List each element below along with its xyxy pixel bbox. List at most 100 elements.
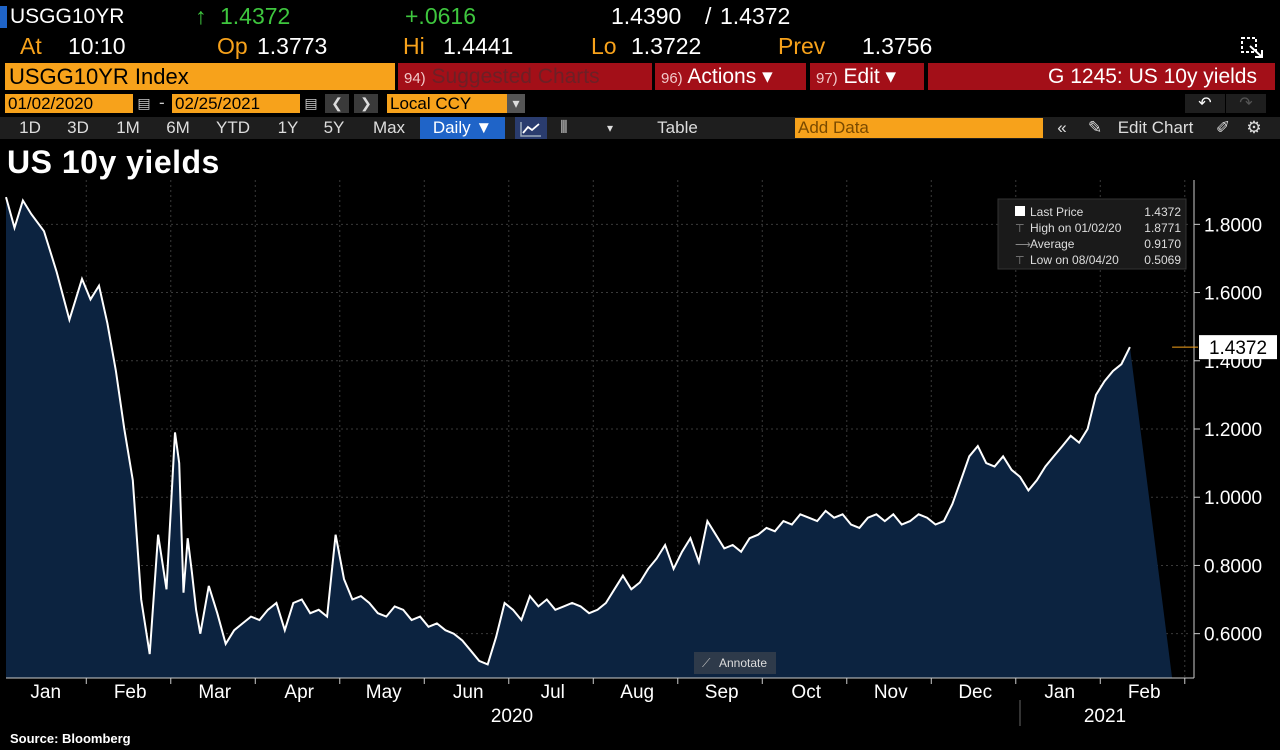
legend-value: 0.9170	[1144, 237, 1181, 251]
bid-price: 1.4390	[611, 3, 682, 29]
range-6m[interactable]: 6M	[166, 118, 190, 137]
legend-label: Average	[1030, 237, 1075, 251]
range-1m[interactable]: 1M	[116, 118, 140, 137]
x-month-label: Jul	[541, 682, 565, 703]
legend-marker: ⊤	[1015, 255, 1025, 267]
y-tick-label: 1.0000	[1204, 488, 1262, 509]
suggested-charts-button[interactable]: 94) Suggested Charts	[398, 63, 652, 90]
prev-label: Prev	[778, 33, 826, 59]
edit-chart-button[interactable]: Edit Chart	[1117, 118, 1194, 137]
date-range-dash: -	[159, 93, 165, 112]
y-tick-label: 1.6000	[1204, 284, 1262, 305]
x-month-label: Jun	[453, 682, 484, 703]
high-value: 1.4441	[443, 33, 514, 59]
prev-value: 1.3756	[862, 33, 933, 59]
range-1y[interactable]: 1Y	[277, 118, 299, 137]
chart-id-title: G 1245: US 10y yields	[928, 63, 1275, 90]
undo-icon[interactable]: ↶	[1185, 94, 1225, 113]
end-date-field[interactable]: 02/25/2021	[172, 94, 300, 113]
suggested-charts-number: 94)	[404, 70, 426, 87]
collapse-icon[interactable]: «	[1057, 118, 1067, 137]
up-arrow-icon: ↑	[195, 3, 207, 29]
edit-button[interactable]: 97) Edit ▾	[810, 63, 924, 90]
scroll-back-button[interactable]: ❮	[325, 94, 349, 113]
x-month-label: Sep	[705, 682, 739, 703]
x-month-label: Feb	[114, 682, 147, 703]
redo-icon[interactable]: ↷	[1226, 94, 1266, 113]
add-data-input[interactable]: Add Data	[795, 118, 1043, 138]
range-ytd[interactable]: YTD	[216, 118, 250, 137]
actions-button[interactable]: 96) Actions ▾	[655, 63, 806, 90]
time-label: At	[20, 33, 42, 59]
x-month-label: Oct	[791, 682, 821, 703]
line-chart-icon[interactable]	[515, 117, 547, 139]
x-month-label: Nov	[874, 682, 908, 703]
y-axis: 1.80001.60001.40001.20001.00000.80000.60…	[1193, 180, 1262, 678]
edit-label: Edit ▾	[843, 65, 897, 88]
legend-label: Low on 08/04/20	[1030, 253, 1119, 267]
last-value-box	[1199, 335, 1277, 360]
yield-line	[5, 196, 1131, 666]
range-3d[interactable]: 3D	[67, 118, 89, 137]
start-date-field[interactable]: 01/02/2020	[5, 94, 133, 113]
x-year-label: 2021	[1084, 706, 1126, 727]
ticker-marker	[0, 6, 7, 28]
x-year-label: 2020	[491, 706, 533, 727]
export-icon[interactable]	[1240, 36, 1266, 60]
x-month-label: Dec	[958, 682, 992, 703]
line-chart: 1.80001.60001.40001.20001.00000.80000.60…	[5, 180, 1277, 727]
y-tick-label: 1.2000	[1204, 420, 1262, 441]
edit-number: 97)	[816, 70, 838, 87]
bar-type-icon[interactable]: ⫴	[560, 118, 568, 137]
actions-label: Actions ▾	[687, 65, 773, 88]
suggested-charts-label: Suggested Charts	[431, 65, 600, 88]
y-tick-label: 0.8000	[1204, 556, 1262, 577]
annotate-pencil-icon: ⟋	[702, 656, 711, 670]
bid-ask-separator: /	[705, 3, 712, 29]
pencil-icon[interactable]: ✎	[1087, 118, 1103, 137]
range-max[interactable]: Max	[372, 118, 406, 137]
legend-box	[997, 198, 1187, 270]
open-label: Op	[217, 33, 248, 59]
range-1d[interactable]: 1D	[19, 118, 41, 137]
net-change: +.0616	[405, 3, 476, 29]
annotate-button[interactable]: ⟋ Annotate	[694, 652, 776, 674]
gear-icon[interactable]: ⚙	[1246, 118, 1262, 137]
legend-label: High on 01/02/20	[1030, 221, 1122, 235]
chart-title: US 10y yields	[7, 144, 220, 180]
range-5y[interactable]: 5Y	[323, 118, 345, 137]
annotate-box	[694, 652, 776, 674]
draw-icon[interactable]: ✐	[1215, 118, 1231, 137]
security-field[interactable]: USGG10YR Index	[5, 63, 395, 90]
table-button[interactable]: Table	[657, 118, 698, 137]
legend-value: 1.8771	[1144, 221, 1181, 235]
source-note: Source: Bloomberg	[10, 731, 131, 746]
low-label: Lo	[591, 33, 617, 59]
y-tick-label: 1.8000	[1204, 215, 1262, 236]
low-value: 1.3722	[631, 33, 702, 59]
end-calendar-icon[interactable]: ▤	[301, 94, 321, 113]
x-month-label: Jan	[1044, 682, 1075, 703]
ticker-symbol: USGG10YR	[10, 5, 125, 28]
currency-select[interactable]: Local CCY	[387, 94, 507, 113]
legend: Last Price 1.4372 ⊤ High on 01/02/20 1.8771 ⟶…	[997, 198, 1187, 270]
frequency-select[interactable]: Daily ▼	[420, 117, 505, 139]
open-value: 1.3773	[257, 33, 328, 59]
yield-area	[6, 197, 1173, 678]
chart-id-label: G 1245: US 10y yields	[1048, 65, 1257, 88]
actions-number: 96)	[661, 70, 683, 87]
legend-value: 0.5069	[1144, 253, 1181, 267]
start-calendar-icon[interactable]: ▤	[134, 94, 154, 113]
legend-value: 1.4372	[1144, 205, 1181, 219]
x-month-label: Apr	[284, 682, 314, 703]
x-month-label: Jan	[30, 682, 61, 703]
x-month-label: Mar	[198, 682, 231, 703]
chart-type-dropdown-icon[interactable]: ▾	[606, 121, 614, 135]
legend-marker: ⊤	[1015, 223, 1025, 235]
high-label: Hi	[403, 33, 425, 59]
scroll-forward-button[interactable]: ❯	[354, 94, 378, 113]
x-month-label: May	[366, 682, 402, 703]
last-value-text: 1.4372	[1209, 338, 1267, 359]
last-value-label: 1.4372	[1172, 335, 1277, 360]
currency-dropdown-icon[interactable]: ▾	[507, 94, 525, 113]
